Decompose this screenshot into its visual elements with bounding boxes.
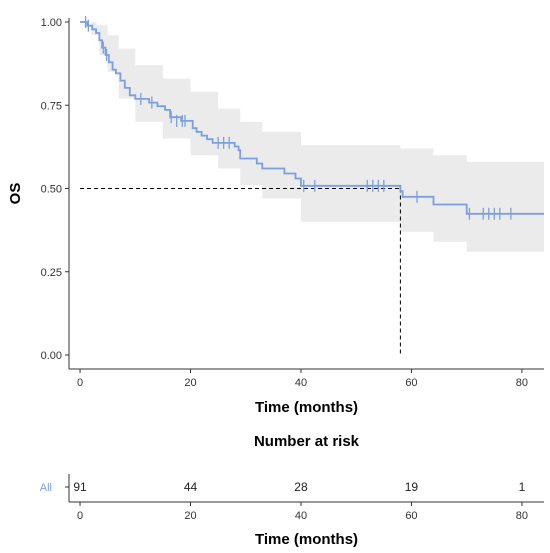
y-axis-title: OS [7, 183, 24, 205]
risk-table: All 91 44 28 19 10 20 40 60 80 [40, 474, 544, 522]
y-tick-label: 0.75 [41, 100, 62, 112]
x-tick-label: 20 [184, 377, 196, 389]
risk-count: 19 [405, 480, 419, 494]
y-tick-label: 1.00 [41, 17, 62, 29]
risk-count: 91 [73, 480, 87, 494]
x-tick-label: 80 [516, 377, 528, 389]
risk-table-title: Number at risk [254, 433, 360, 450]
y-tick-label: 0.50 [41, 184, 62, 196]
survival-curve-all [80, 21, 544, 215]
risk-x-tick-label: 20 [184, 510, 196, 522]
risk-x-tick-label: 0 [77, 510, 83, 522]
risk-count: 28 [294, 480, 308, 494]
survival-curve-layer [80, 16, 544, 220]
x-tick-label: 40 [295, 377, 307, 389]
risk-strata-label: All [40, 482, 52, 494]
y-tick-label: 0.25 [41, 267, 62, 279]
x-tick-label: 0 [77, 377, 83, 389]
confidence-band-layer [80, 22, 544, 252]
risk-x-tick-label: 60 [405, 510, 417, 522]
main-axes: 0.00 0.25 0.50 0.75 1.00 0 20 40 60 80 [41, 17, 544, 389]
risk-x-tick-label: 80 [516, 510, 528, 522]
confidence-band [80, 22, 544, 252]
risk-count: 44 [184, 480, 198, 494]
x-axis-title: Time (months) [255, 399, 358, 416]
risk-table-x-axis-title: Time (months) [255, 531, 358, 548]
y-tick-label: 0.00 [41, 350, 62, 362]
median-lines-layer [80, 188, 401, 355]
x-tick-label: 60 [405, 377, 417, 389]
risk-count: 1 [519, 480, 526, 494]
risk-x-tick-label: 40 [295, 510, 307, 522]
